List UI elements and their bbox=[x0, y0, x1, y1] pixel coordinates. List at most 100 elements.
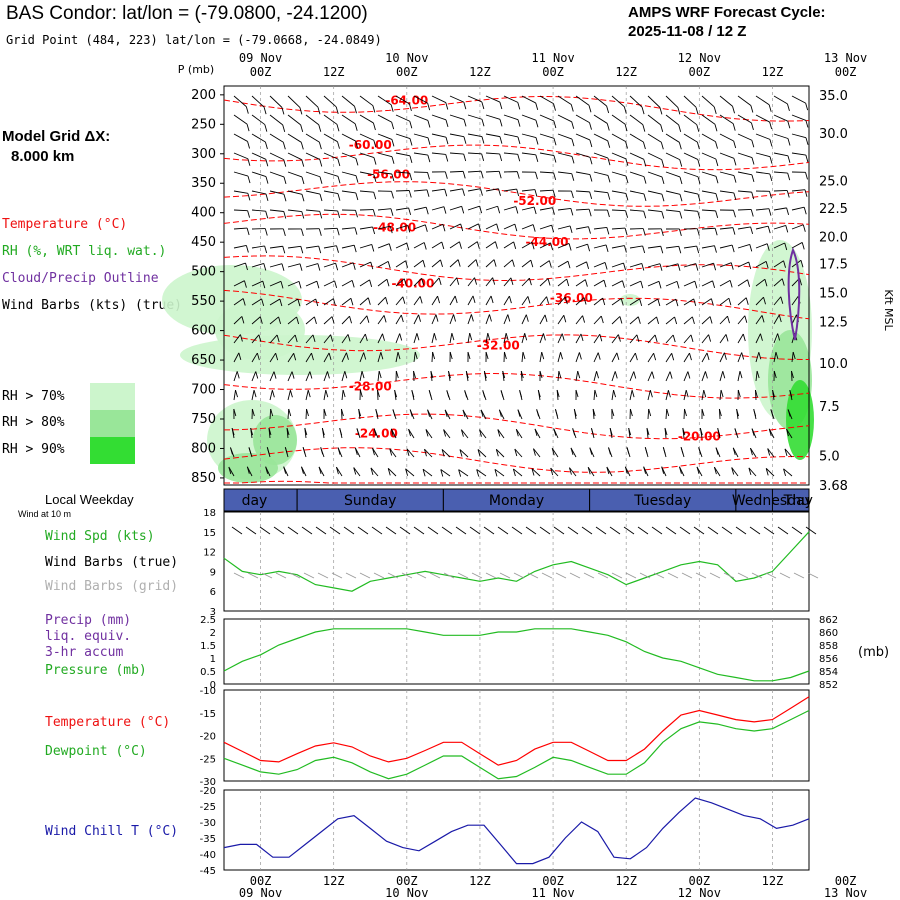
wind-barb bbox=[467, 170, 482, 173]
top-hour-label: 00Z bbox=[542, 65, 564, 79]
wind-barb bbox=[323, 390, 327, 401]
wind-barb bbox=[251, 209, 266, 212]
wind-barb bbox=[755, 260, 767, 268]
wind-barb-flag bbox=[463, 153, 467, 162]
top-date-label: 13 Nov bbox=[824, 51, 867, 65]
wind-barb-flag bbox=[270, 408, 274, 417]
wind-barb-flag bbox=[331, 316, 335, 324]
wind-barb bbox=[251, 95, 265, 108]
wind-barb bbox=[773, 133, 789, 139]
wind-barb-flag bbox=[512, 468, 516, 477]
wind-barb-flag bbox=[695, 263, 699, 271]
wind-barb-flag bbox=[478, 223, 482, 231]
wind-barb bbox=[719, 334, 727, 344]
wind-barb-flag bbox=[555, 409, 558, 417]
wind-barb-flag bbox=[551, 448, 555, 456]
wind-barb bbox=[791, 314, 797, 325]
wind-barb bbox=[372, 447, 379, 458]
wind-barb-flag bbox=[767, 448, 771, 456]
wind-barb-flag bbox=[323, 408, 327, 417]
wind-barb bbox=[701, 334, 709, 344]
wind-barb-flag bbox=[772, 389, 775, 398]
wind-barb bbox=[503, 259, 513, 268]
wind-barb bbox=[287, 280, 300, 287]
wind-barb-flag bbox=[515, 206, 519, 214]
wind-barb-flag bbox=[409, 173, 413, 181]
wind-barb-flag bbox=[734, 428, 738, 436]
wind-barb bbox=[773, 207, 787, 211]
wind-barb-flag bbox=[353, 467, 357, 475]
wind-barb-flag bbox=[497, 206, 501, 214]
height-tick-label: 12.5 bbox=[819, 316, 848, 331]
wind-barb-flag bbox=[607, 175, 611, 183]
wind-barb-flag bbox=[768, 428, 772, 436]
wind-barb-flag bbox=[355, 192, 359, 201]
wind-barb-flag bbox=[623, 262, 626, 271]
wind-barb-flag bbox=[660, 124, 664, 132]
isotherm-line bbox=[223, 213, 810, 240]
wind-barb bbox=[269, 408, 272, 420]
wind-barb bbox=[611, 316, 621, 325]
wind-barb bbox=[665, 390, 669, 401]
wind-barb-flag bbox=[695, 107, 699, 115]
wind-barb-flag bbox=[709, 316, 713, 324]
wind-barb bbox=[683, 152, 698, 160]
wind-barb bbox=[413, 314, 419, 325]
wind-barb bbox=[539, 242, 551, 249]
wind-barb bbox=[665, 316, 675, 325]
wind-barb bbox=[341, 262, 354, 268]
wind-barb-flag bbox=[264, 141, 268, 150]
wind-barb-flag bbox=[409, 138, 413, 146]
wind-barb-flag bbox=[300, 228, 304, 237]
wind-barb-flag bbox=[661, 159, 665, 167]
wind-barb bbox=[405, 468, 415, 477]
wind-barb bbox=[485, 95, 501, 103]
wind-barb-flag bbox=[778, 314, 782, 323]
panel-left-tick: -30 bbox=[200, 818, 216, 829]
wind-barb-flag bbox=[713, 106, 717, 114]
wind-barb-flag bbox=[643, 211, 647, 219]
wind-barb-flag bbox=[336, 228, 340, 236]
wind-barb-flag bbox=[282, 228, 286, 236]
wind-barb-flag bbox=[302, 447, 306, 455]
wind-barb-flag bbox=[715, 193, 719, 201]
wind-barb bbox=[395, 352, 399, 363]
wind-barb bbox=[575, 133, 591, 141]
wind-barb bbox=[773, 352, 777, 363]
wind-barb bbox=[647, 280, 660, 287]
wind-barb-flag bbox=[664, 427, 668, 436]
wind-barb bbox=[665, 171, 681, 178]
wind-barb bbox=[533, 448, 541, 458]
wind-barb-flag bbox=[644, 447, 648, 455]
wind-barb-flag bbox=[275, 353, 279, 361]
wind-barb bbox=[287, 95, 301, 108]
wind-barb bbox=[269, 114, 283, 126]
wind-barb-flag bbox=[444, 189, 448, 197]
wind-barb-flag bbox=[427, 172, 430, 180]
surface-wind-barb-grid bbox=[513, 572, 525, 579]
legend-temperature: Temperature (°C) bbox=[2, 217, 128, 232]
wind-barb-flag bbox=[799, 278, 803, 286]
isotherm-line bbox=[224, 480, 809, 484]
wind-barb-flag bbox=[265, 466, 269, 474]
panel-right-tick: 852 bbox=[819, 680, 838, 691]
wind-barb bbox=[359, 297, 369, 306]
wind-barb bbox=[395, 133, 411, 139]
wind-barb bbox=[395, 114, 411, 122]
legend-wind-speed: Wind Spd (kts) bbox=[45, 529, 155, 544]
wind-barb-flag bbox=[631, 390, 635, 398]
wind-barb bbox=[755, 315, 763, 325]
surface-wind-barb bbox=[511, 526, 523, 535]
wind-barb-flag bbox=[258, 334, 262, 342]
wind-barb-flag bbox=[444, 409, 448, 417]
wind-barb bbox=[683, 171, 699, 178]
wind-barb bbox=[557, 225, 571, 230]
wind-barb bbox=[305, 171, 321, 178]
wind-barb-flag bbox=[732, 123, 736, 131]
wind-barb bbox=[701, 152, 717, 160]
wind-barb bbox=[521, 333, 526, 344]
wind-barb-flag bbox=[651, 371, 655, 379]
wind-barb-flag bbox=[628, 427, 632, 436]
wind-barb-flag bbox=[708, 334, 712, 342]
wind-barb bbox=[701, 133, 716, 143]
